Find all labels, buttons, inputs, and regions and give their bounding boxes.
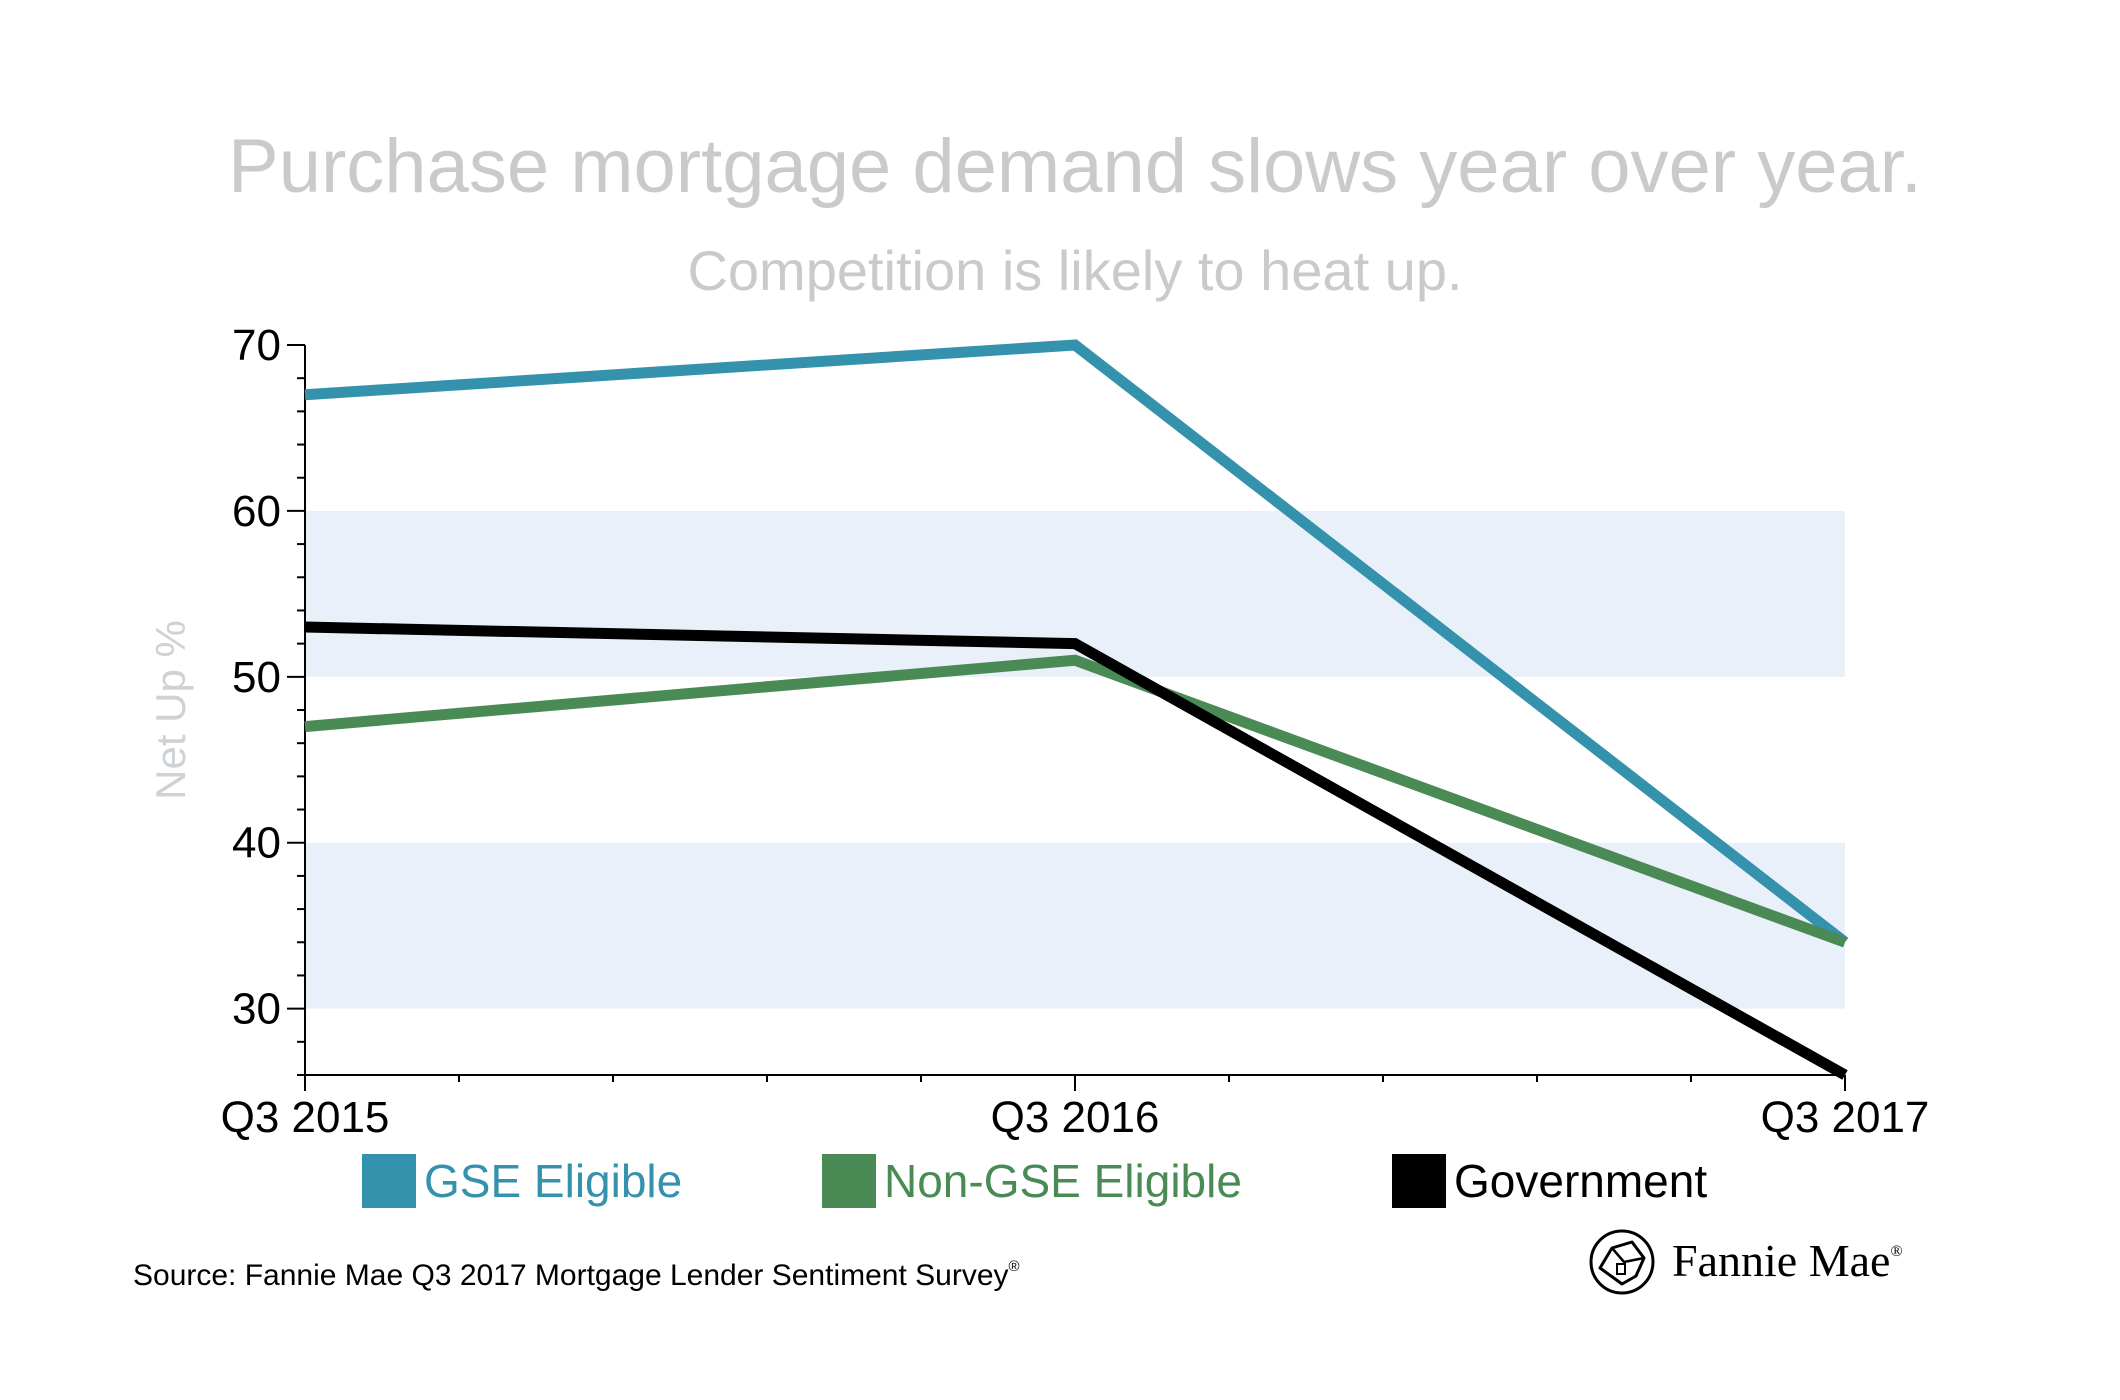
fannie-mae-house-logo-icon [1589,1229,1655,1295]
legend-label-gse-eligible: GSE Eligible [424,1155,682,1207]
chart-subtitle: Competition is likely to heat up. [687,239,1462,302]
brand-registered-mark: ® [1890,1243,1902,1260]
source-note: Source: Fannie Mae Q3 2017 Mortgage Lend… [133,1258,1020,1292]
band-50-60 [305,510,1845,677]
legend-swatch-non-gse-eligible [822,1154,876,1208]
source-text: Source: Fannie Mae Q3 2017 Mortgage Lend… [133,1259,1009,1292]
chart-title: Purchase mortgage demand slows year over… [228,124,1922,209]
x-tick-label-1: Q3 2016 [991,1093,1160,1142]
brand-name: Fannie Mae® [1672,1235,1903,1286]
legend-label-non-gse-eligible: Non-GSE Eligible [884,1155,1242,1207]
source-registered-mark: ® [1009,1258,1020,1275]
band-30-40 [305,842,1845,1009]
y-tick-label-70: 70 [232,321,281,370]
legend-swatch-gse-eligible [362,1154,416,1208]
legend-label-government: Government [1454,1155,1707,1207]
y-tick-label-30: 30 [232,985,281,1034]
series-lines [304,339,1849,1080]
axes: 30 40 50 60 70 Q3 2015 Q3 2016 Q3 2017 [221,321,1930,1142]
x-tick-label-2: Q3 2017 [1761,1093,1930,1142]
y-tick-label-60: 60 [232,487,281,536]
legend-swatch-government [1392,1154,1446,1208]
legend: GSE Eligible Non-GSE Eligible Government [362,1154,1707,1208]
y-tick-label-50: 50 [232,653,281,702]
x-tick-label-0: Q3 2015 [221,1093,390,1142]
y-tick-label-40: 40 [232,819,281,868]
y-axis-label: Net Up % [147,620,194,800]
brand-text: Fannie Mae [1672,1235,1890,1286]
